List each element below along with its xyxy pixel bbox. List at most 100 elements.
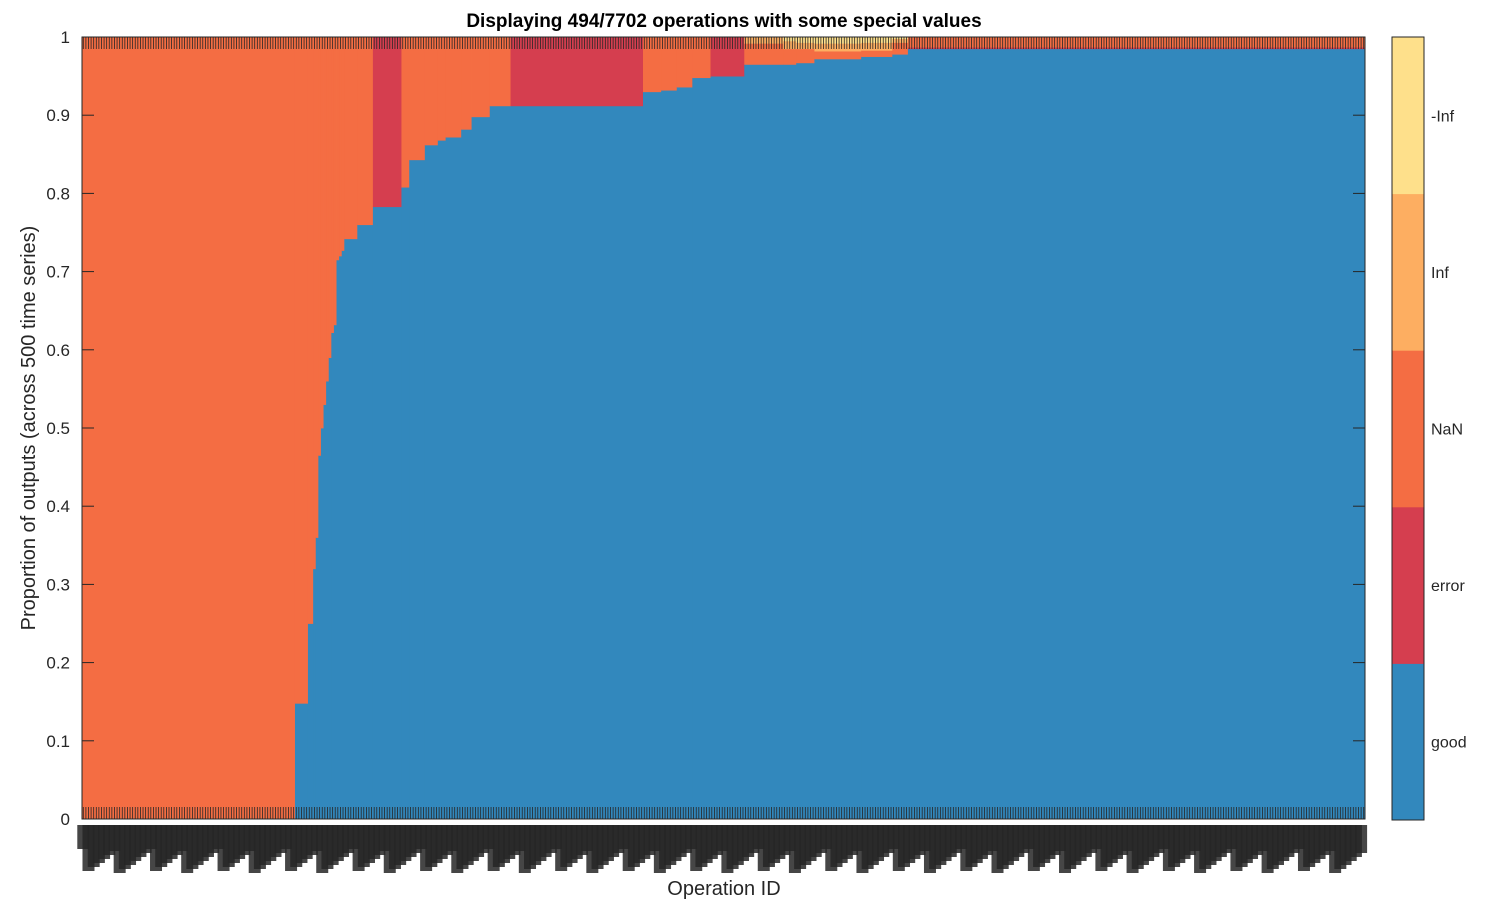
bar-segment-12-good — [336, 259, 340, 820]
bar-segment-36-inf — [861, 42, 893, 51]
bar-segment-34-good — [796, 62, 815, 820]
bar-segment-2-nan — [307, 37, 314, 624]
bars-layer — [82, 37, 1366, 820]
y-tick-label: 0.3 — [46, 575, 70, 594]
colorbar-frame — [1391, 36, 1425, 821]
bar-segment-18-nan — [401, 37, 410, 188]
colorbar-swatch-good — [1392, 663, 1424, 821]
bar-segment-14-nan — [341, 37, 345, 251]
bar-segment-28-nan — [661, 37, 678, 91]
bar-segment-26-good — [510, 105, 644, 820]
bar-segment-16-nan — [357, 37, 374, 226]
y-axis: 0 0.1 0.2 0.3 0.4 0.5 0.6 0.7 0.8 0.9 1 — [46, 28, 1365, 829]
y-tick-label: 0.7 — [46, 263, 70, 282]
bar-segment-29-nan — [676, 37, 693, 88]
y-tick-label: 0.4 — [46, 497, 70, 516]
colorbar-label: -Inf — [1431, 108, 1455, 125]
x-tick-label-mark — [1355, 825, 1368, 853]
bar-segment-37-inf — [892, 38, 909, 43]
bar-segment-29-good — [676, 87, 693, 820]
bar-segment-21-good — [437, 140, 446, 820]
bar-segment-21-nan — [437, 37, 446, 141]
plot-frame — [81, 36, 1366, 820]
colorbar-label: error — [1431, 578, 1465, 595]
bar-segment-14-good — [341, 250, 345, 820]
bar-segment-28-good — [661, 90, 678, 820]
bar-segment-10-good — [331, 332, 335, 820]
bar-segment-8-good — [326, 381, 330, 820]
bar-segment-19-nan — [409, 37, 426, 161]
bar-segment-31-good — [710, 76, 745, 820]
colorbar-label: good — [1431, 735, 1467, 752]
bar-segment-25-good — [489, 105, 511, 820]
bar-segment-22-nan — [445, 37, 462, 138]
bar-segment-17-good — [372, 206, 402, 820]
colorbar-swatch-xinf — [1392, 37, 1424, 195]
bar-segment-5-nan — [318, 37, 322, 456]
colorbar-label: Inf — [1431, 265, 1449, 282]
bar-segment-0-nan — [82, 37, 296, 820]
bar-segment-19-good — [409, 159, 426, 820]
y-tick-label: 0 — [61, 810, 70, 829]
x-axis-label: Operation ID — [667, 878, 780, 900]
bar-segment-36-nan — [861, 50, 893, 57]
bar-segment-17-error — [372, 37, 402, 208]
bar-segment-37-nan — [892, 42, 909, 55]
bar-segment-34-nan — [796, 48, 815, 64]
bar-segment-35-nan — [814, 51, 862, 60]
bar-segment-15-nan — [344, 37, 358, 240]
colorbar-swatch-error — [1392, 506, 1424, 664]
y-tick-label: 0.5 — [46, 419, 70, 438]
bar-segment-30-good — [692, 77, 711, 820]
bar-segment-37-xinf — [892, 37, 909, 39]
x-ticks — [77, 37, 1368, 873]
bar-segment-2-good — [307, 623, 314, 820]
bar-segment-24-nan — [471, 37, 491, 118]
y-tick-label: 0.8 — [46, 184, 70, 203]
colorbar-swatch-nan — [1392, 350, 1424, 508]
bar-segment-23-nan — [461, 37, 472, 130]
bar-segment-38-good — [907, 48, 1366, 820]
bar-segment-38-nan — [907, 37, 1366, 48]
bar-segment-13-good — [339, 255, 343, 820]
bar-segment-18-good — [401, 187, 410, 820]
y-tick-label: 0.1 — [46, 732, 70, 751]
bar-segment-35-good — [814, 58, 862, 820]
bar-segment-16-good — [357, 224, 374, 820]
y-tick-label: 0.9 — [46, 106, 70, 125]
bar-segment-7-good — [323, 404, 327, 820]
bar-segment-25-nan — [489, 37, 511, 107]
bar-segment-11-good — [333, 324, 337, 820]
bar-segment-15-good — [344, 238, 358, 820]
bar-segment-4-good — [315, 537, 319, 820]
bar-segment-20-nan — [424, 37, 439, 146]
colorbar: good error NaN Inf -Inf — [1391, 36, 1467, 821]
y-axis-label: Proportion of outputs (across 500 time s… — [18, 226, 40, 631]
bar-segment-3-good — [313, 568, 317, 820]
bar-segment-36-xinf — [861, 37, 893, 43]
bar-segment-13-nan — [339, 37, 343, 257]
bar-segment-27-nan — [642, 37, 662, 93]
bar-segment-4-nan — [315, 37, 319, 538]
bar-segment-22-good — [445, 137, 462, 820]
bar-segment-8-nan — [326, 37, 330, 382]
colorbar-label: NaN — [1431, 422, 1463, 439]
bar-segment-6-nan — [320, 37, 324, 429]
bar-segment-10-nan — [331, 37, 335, 333]
bar-segment-7-nan — [323, 37, 327, 405]
bar-segment-1-nan — [294, 37, 309, 704]
bar-segment-35-inf — [814, 43, 862, 52]
bar-segment-9-good — [328, 357, 332, 820]
bar-segment-33-nan — [783, 48, 797, 65]
bar-segment-23-good — [461, 129, 472, 820]
bar-segment-3-nan — [313, 37, 317, 570]
y-tick-label: 0.2 — [46, 654, 70, 673]
bar-segment-5-good — [318, 455, 322, 820]
bar-segment-9-nan — [328, 37, 332, 359]
y-tick-label: 0.6 — [46, 341, 70, 360]
chart-title: Displaying 494/7702 operations with some… — [466, 11, 981, 32]
bar-segment-38-error — [907, 47, 1366, 50]
bar-segment-33-good — [783, 64, 797, 820]
bar-segment-12-nan — [336, 37, 340, 261]
